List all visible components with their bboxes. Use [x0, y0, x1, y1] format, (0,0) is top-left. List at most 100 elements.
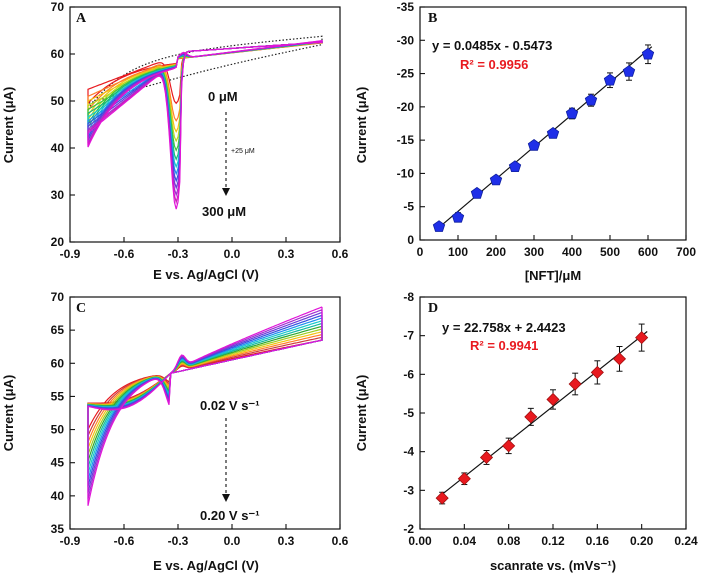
y-tick-label-a: 70: [51, 0, 65, 14]
xlabel-c: E vs. Ag/AgCl (V): [153, 558, 259, 573]
panel-a: -0.9 -0.6 -0.3 0.0 0.3 0.6 20 30 40 50 60 70 A 0 μM…: [1, 0, 349, 282]
ticks-c: -0.9 -0.6 -0.3 0.0 0.3 0.6 35 40 45 50 55 60 65 70: [51, 290, 349, 548]
x-tick-label-b: 300: [524, 245, 544, 259]
axes-frame-b: [419, 6, 687, 241]
y-tick-label-a: 60: [51, 47, 65, 61]
x-tick-label-a: 0.6: [332, 247, 349, 261]
scatter-b: [432, 44, 655, 232]
y-tick-label-b: -10: [397, 166, 415, 180]
data-point-b: [603, 73, 617, 86]
y-tick-label-a: 40: [51, 141, 65, 155]
data-point-b: [527, 139, 541, 151]
y-tick-label-b: -15: [397, 133, 415, 147]
x-tick-label-b: 500: [600, 245, 620, 259]
r2-d: R² = 0.9941: [470, 338, 538, 353]
ylabel-a: Current (μA): [1, 87, 16, 164]
panel-label-b: B: [428, 11, 437, 26]
ylabel-c: Current (μA): [1, 375, 16, 452]
y-tick-label-a: 50: [51, 94, 65, 108]
scatter-d: [435, 323, 649, 505]
y-tick-label-c: 50: [51, 423, 65, 437]
y-tick-label-d: -4: [403, 445, 414, 459]
data-point-d: [546, 392, 560, 407]
data-point-b: [546, 127, 560, 139]
x-tick-label-a: 0.3: [278, 247, 295, 261]
fit-line-d: [436, 331, 648, 500]
data-point-d: [590, 365, 604, 379]
data-point-b: [508, 160, 522, 173]
ticks-b: 0 100 200 300 400 500 600 700 0 -5 -10 -15 -20 -25 -30…: [397, 0, 697, 259]
cv-curve-c-12: [87, 306, 323, 506]
x-tick-label-a: -0.3: [168, 247, 189, 261]
x-tick-label-b: 100: [448, 245, 468, 259]
xlabel-b: [NFT]/μM: [525, 268, 581, 283]
data-point-b: [451, 210, 465, 223]
data-point-d: [635, 331, 649, 345]
xlabel-a: E vs. Ag/AgCl (V): [153, 267, 259, 282]
panel-d: 0.00 0.04 0.08 0.12 0.16 0.20 0.24 -2 -3 -4 -5 -6 -7…: [354, 290, 698, 573]
y-tick-label-d: -5: [403, 406, 414, 420]
arrow-head-c: [222, 494, 230, 502]
y-tick-label-a: 30: [51, 188, 65, 202]
axes-frame-c: [69, 296, 341, 530]
x-tick-label-b: 400: [562, 245, 582, 259]
ylabel-b: Current (μA): [354, 87, 369, 164]
x-tick-label-b: 200: [486, 245, 506, 259]
x-tick-label-b: 700: [676, 245, 696, 259]
xlabel-d: scanrate vs. (mVs⁻¹): [490, 558, 616, 573]
annotation-300uM: 300 μM: [202, 204, 246, 219]
equation-d: y = 22.758x + 2.4423: [442, 320, 566, 335]
y-tick-label-c: 45: [51, 456, 65, 470]
x-tick-label-c: 0.6: [332, 534, 349, 548]
annotation-0uM: 0 μM: [208, 89, 238, 104]
y-tick-label-c: 35: [51, 522, 65, 536]
y-tick-label-c: 55: [51, 389, 65, 403]
x-tick-label-c: -0.3: [168, 534, 189, 548]
data-point-b: [432, 220, 446, 232]
annotation-step: +25 μM: [231, 148, 255, 155]
y-tick-label-c: 60: [51, 356, 65, 370]
x-tick-label-a: 0.0: [224, 247, 241, 261]
data-point-d: [435, 491, 449, 505]
x-tick-label-d: 0.04: [453, 534, 477, 548]
y-tick-label-b: -20: [397, 100, 415, 114]
arrow-head-a: [222, 188, 230, 196]
data-point-d: [457, 472, 471, 486]
ticks-d: 0.00 0.04 0.08 0.12 0.16 0.20 0.24 -2 -3 -4 -5 -6 -7…: [403, 290, 698, 548]
data-point-b: [470, 186, 484, 199]
x-tick-label-c: -0.6: [114, 534, 135, 548]
x-tick-label-a: -0.6: [114, 247, 135, 261]
y-tick-label-d: -8: [403, 290, 414, 304]
y-tick-label-b: -35: [397, 0, 415, 14]
y-tick-label-a: 20: [51, 235, 65, 249]
y-tick-label-b: -30: [397, 33, 415, 47]
cv-curve-a-10: [87, 40, 323, 198]
x-tick-label-d: 0.20: [630, 534, 654, 548]
panel-label-d: D: [428, 301, 438, 316]
panel-label-a: A: [76, 11, 87, 26]
data-point-d: [524, 410, 538, 424]
cv-curve-c-0: [87, 339, 323, 430]
x-tick-label-c: 0.3: [278, 534, 295, 548]
data-point-b: [565, 107, 579, 119]
ticks-a: -0.9 -0.6 -0.3 0.0 0.3 0.6 20 30 40 50 60 70: [51, 0, 349, 261]
y-tick-label-b: -25: [397, 67, 415, 81]
data-point-b: [622, 65, 636, 77]
data-point-d: [502, 439, 516, 453]
x-tick-label-d: 0.12: [541, 534, 565, 548]
y-tick-label-c: 65: [51, 323, 65, 337]
y-tick-label-b: -5: [403, 200, 414, 214]
cv-curve-a-7: [87, 40, 323, 176]
x-tick-label-b: 600: [638, 245, 658, 259]
y-tick-label-d: -7: [403, 329, 414, 343]
x-tick-label-b: 0: [417, 245, 424, 259]
fit-line-b: [434, 46, 653, 232]
equation-b: y = 0.0485x - 0.5473: [432, 38, 552, 53]
cv-curves-c: [87, 306, 323, 506]
axes-frame-a: [69, 6, 341, 243]
cv-curve-a-9: [87, 40, 323, 191]
data-point-d: [612, 352, 627, 366]
cv-curves-a: [87, 35, 323, 210]
